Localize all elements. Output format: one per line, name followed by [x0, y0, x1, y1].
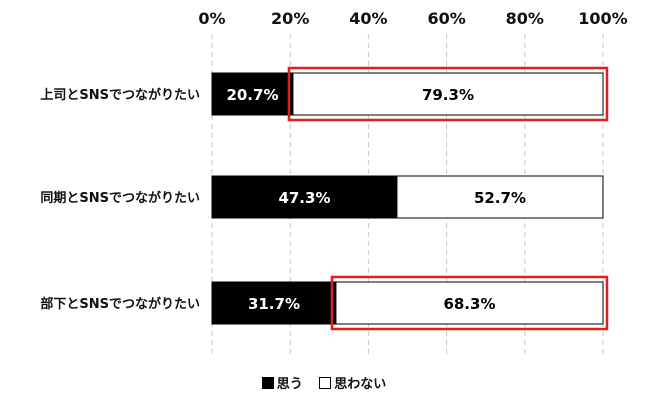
bar-segment [292, 72, 604, 116]
legend-item-yes: 思う [261, 373, 303, 392]
data-label: 31.7% [248, 295, 300, 313]
legend-swatch-yes [261, 377, 274, 389]
category-label: 上司とSNSでつながりたい [40, 87, 200, 103]
legend-item-no: 思わない [319, 373, 386, 392]
bar-segment [211, 175, 398, 219]
bar-segment [335, 281, 604, 325]
highlight-box [287, 66, 609, 122]
legend-label-no: 思わない [334, 377, 387, 392]
data-label: 68.3% [443, 295, 495, 313]
x-tick-label: 80% [506, 9, 544, 28]
legend: 思う 思わない [0, 373, 648, 392]
x-tick-label: 20% [271, 9, 309, 28]
data-label: 47.3% [278, 189, 330, 207]
bar-segment [211, 72, 294, 116]
data-label: 79.3% [422, 86, 474, 104]
data-label: 52.7% [474, 189, 526, 207]
category-label: 同期とSNSでつながりたい [40, 190, 200, 206]
highlight-box [330, 275, 609, 331]
x-tick-label: 100% [578, 9, 627, 28]
bar-segment [396, 175, 604, 219]
data-label: 20.7% [226, 86, 278, 104]
legend-label-yes: 思う [276, 377, 303, 392]
x-tick-label: 0% [198, 9, 225, 28]
category-label: 部下とSNSでつながりたい [40, 296, 200, 312]
legend-swatch-no [319, 377, 332, 389]
x-tick-label: 40% [349, 9, 387, 28]
x-tick-label: 60% [427, 9, 465, 28]
bar-segment [211, 281, 337, 325]
